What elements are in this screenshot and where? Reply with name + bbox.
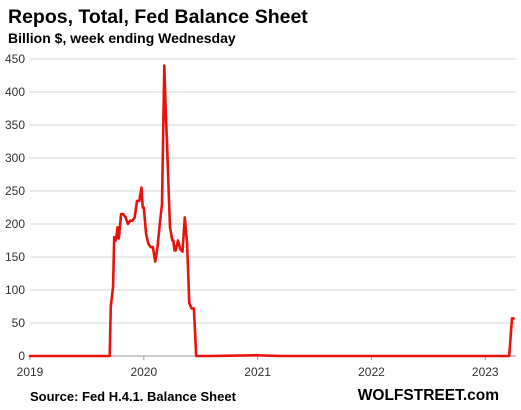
chart-title: Repos, Total, Fed Balance Sheet: [8, 6, 308, 28]
series-line: [28, 64, 516, 358]
y-tick-label: 400: [5, 85, 25, 99]
chart-subtitle: Billion $, week ending Wednesday: [8, 30, 236, 46]
y-tick-label: 350: [5, 118, 25, 132]
y-tick-label: 50: [12, 316, 26, 330]
y-tick-label: 300: [5, 151, 25, 165]
x-tick-label: 2021: [244, 365, 271, 379]
y-tick-label: 150: [5, 250, 25, 264]
y-tick-label: 450: [5, 52, 25, 66]
x-tick-label: 2022: [358, 365, 385, 379]
y-tick-label: 100: [5, 283, 25, 297]
y-tick-label: 0: [18, 349, 25, 363]
source-note: Source: Fed H.4.1. Balance Sheet: [30, 389, 236, 404]
brand-logo-text: WOLFSTREET.com: [357, 387, 499, 404]
series-group: [28, 64, 516, 358]
y-tick-label: 200: [5, 217, 25, 231]
x-tick-label: 2020: [130, 365, 157, 379]
x-axis: 2019 2020 2021 2022 2023: [17, 356, 499, 379]
x-tick-label: 2023: [472, 365, 499, 379]
y-tick-label: 250: [5, 184, 25, 198]
x-tick-label: 2019: [17, 365, 44, 379]
y-axis: 0 50 100 150 200 250 300 350 400 450: [5, 52, 25, 363]
gridlines: [30, 58, 516, 357]
